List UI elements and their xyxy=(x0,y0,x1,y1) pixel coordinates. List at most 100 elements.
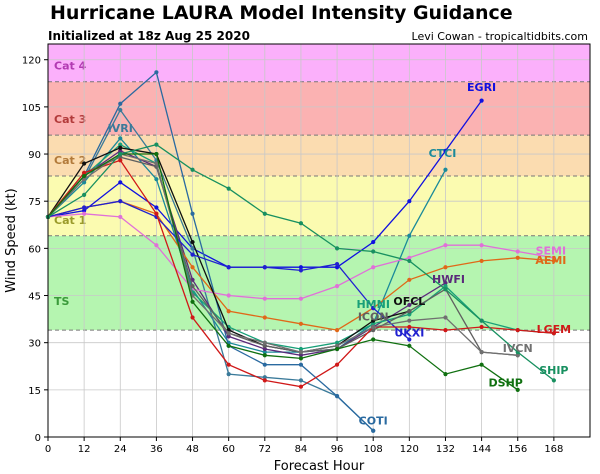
series-point-coti xyxy=(298,362,304,367)
axes: 0 12 24 36 48 60 72 84 96 108 120 132 144 156 168 0 15 30… xyxy=(4,43,591,474)
series-point-ship xyxy=(118,151,123,157)
y-tick-label: 15 xyxy=(28,386,41,397)
series-point-coti xyxy=(262,362,267,367)
series-point-dshp xyxy=(371,337,376,342)
series-point-ivcn xyxy=(515,353,520,358)
series-point-ukxi xyxy=(298,268,304,273)
x-tick-label: 84 xyxy=(295,444,308,455)
y-tick-label: 60 xyxy=(28,244,41,255)
series-point-icon xyxy=(262,343,267,348)
series-point-ivri xyxy=(262,375,267,380)
series-point-ofcl xyxy=(190,239,195,245)
series-line-coti xyxy=(47,71,374,432)
series-point-aemi xyxy=(190,265,195,270)
series-point-dshp xyxy=(82,173,87,179)
band-label: Cat 2 xyxy=(54,154,86,167)
series-point-egri xyxy=(479,98,484,103)
series-point-ukxi xyxy=(118,199,123,204)
series-point-lgem xyxy=(118,158,123,163)
series-point-hmni xyxy=(118,142,123,147)
series-point-hmni xyxy=(298,346,304,352)
series-point-hwfi xyxy=(118,148,123,153)
series-point-dshp xyxy=(190,299,195,304)
series-point-hwfi xyxy=(407,302,412,308)
series-point-ship xyxy=(443,287,448,292)
series-point-hmni xyxy=(334,340,340,345)
series-label-ivri: IVRI xyxy=(108,122,133,135)
series-point-lgem xyxy=(262,378,267,383)
series-point-semi xyxy=(226,293,231,298)
series-point-semi xyxy=(407,255,412,260)
series-point-ctci xyxy=(82,180,87,185)
series-point-egri xyxy=(407,199,412,204)
series-point-ukxi xyxy=(407,337,412,342)
series-point-semi xyxy=(479,243,484,248)
x-tick-label: 24 xyxy=(114,444,127,455)
band-cat-4 xyxy=(48,44,590,82)
series-point-ctci xyxy=(262,350,267,355)
series-point-dshp xyxy=(262,353,267,358)
series-point-ctci xyxy=(443,167,448,172)
y-tick-label: 30 xyxy=(28,339,41,350)
band-cat-1 xyxy=(48,176,590,236)
series-point-ship xyxy=(298,221,304,226)
y-tick-label: 45 xyxy=(28,292,41,303)
series-point-lgem xyxy=(551,331,556,336)
x-tick-label: 72 xyxy=(258,444,271,455)
series-point-coti xyxy=(118,101,123,106)
band-label: TS xyxy=(54,295,70,308)
series-label-ctci: CTCI xyxy=(429,147,457,160)
series-point-ukxi xyxy=(190,252,195,257)
series-point-hmni xyxy=(407,312,412,317)
series-line-dshp xyxy=(47,153,519,391)
series-point-semi xyxy=(551,255,556,260)
series-point-lgem xyxy=(334,362,340,367)
series-point-coti xyxy=(371,428,376,433)
x-tick-label: 48 xyxy=(186,444,199,455)
series-point-icon xyxy=(371,328,376,333)
series-point-ukxi xyxy=(262,265,267,270)
series-point-lgem xyxy=(154,211,159,216)
series-point-aemi xyxy=(407,277,412,282)
series-point-semi xyxy=(154,243,159,248)
series-label-lgem: LGEM xyxy=(537,323,572,336)
series-point-ship xyxy=(262,211,267,216)
series-point-dshp xyxy=(407,343,412,348)
y-tick-label: 75 xyxy=(28,197,41,208)
series-point-ship xyxy=(479,318,484,323)
series-point-ivcn xyxy=(226,331,231,336)
series-point-ukxi xyxy=(82,205,87,210)
series-label-hwfi: HWFI xyxy=(432,273,465,286)
series-line-hwfi xyxy=(47,150,446,356)
series-point-hwfi xyxy=(262,346,267,352)
series-point-dshp xyxy=(479,362,484,367)
series-label-egri: EGRI xyxy=(467,81,496,94)
series-point-ship xyxy=(190,167,195,172)
series-point-egri xyxy=(118,180,123,185)
y-tick-label: 120 xyxy=(22,56,41,67)
plot-frame xyxy=(47,43,591,438)
x-tick-label: 168 xyxy=(544,444,563,455)
series-point-ivcn xyxy=(371,324,376,330)
x-tick-label: 60 xyxy=(222,444,235,455)
series-point-aemi xyxy=(515,255,520,260)
series-point-ctci xyxy=(154,177,159,182)
series-point-dshp xyxy=(334,346,340,352)
series-point-lgem xyxy=(407,324,412,330)
series-point-hmni xyxy=(443,283,448,289)
y-tick-label: 105 xyxy=(22,103,41,114)
series-point-lgem xyxy=(190,315,195,320)
x-tick-label: 36 xyxy=(150,444,163,455)
series-point-egri xyxy=(371,239,376,245)
series-point-aemi xyxy=(298,321,304,326)
series-line-ctci xyxy=(47,137,447,353)
series-point-lgem xyxy=(443,328,448,333)
series-label-dshp: DSHP xyxy=(489,377,523,390)
band-cat-2 xyxy=(48,135,590,177)
series-point-ship xyxy=(154,142,159,147)
series-point-ivri xyxy=(190,246,195,251)
series-point-hwfi xyxy=(298,353,304,358)
series-point-ivri xyxy=(226,372,231,377)
